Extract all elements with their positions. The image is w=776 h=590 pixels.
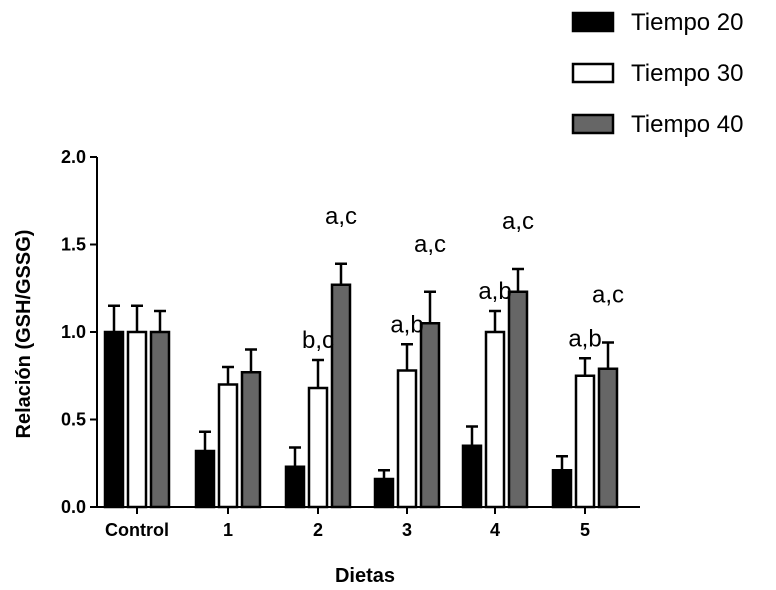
x-axis: Control 1 2 3 4 5 bbox=[97, 507, 640, 540]
significance-label: a,b bbox=[568, 325, 601, 352]
significance-label: b,c bbox=[302, 327, 334, 354]
legend-label: Tiempo 20 bbox=[631, 9, 744, 36]
bar bbox=[486, 332, 504, 507]
bar bbox=[463, 446, 481, 507]
y-axis-title: Relación (GSH/GSSG) bbox=[13, 230, 35, 439]
legend-label: Tiempo 30 bbox=[631, 60, 744, 87]
significance-label: a,c bbox=[592, 282, 624, 309]
x-tick-label: 2 bbox=[313, 520, 323, 540]
bar bbox=[196, 451, 214, 507]
bar bbox=[286, 467, 304, 507]
y-tick-label: 0.0 bbox=[61, 497, 86, 517]
bar bbox=[576, 376, 594, 507]
significance-label: a,b bbox=[478, 278, 511, 305]
legend-label: Tiempo 40 bbox=[631, 111, 744, 138]
bars bbox=[105, 264, 617, 507]
bar bbox=[553, 470, 571, 507]
x-tick-label: 3 bbox=[402, 520, 412, 540]
x-tick-label: 1 bbox=[223, 520, 233, 540]
bar bbox=[398, 371, 416, 508]
y-tick-label: 2.0 bbox=[61, 147, 86, 167]
legend-swatch bbox=[573, 115, 613, 133]
bar bbox=[219, 385, 237, 508]
y-tick-label: 0.5 bbox=[61, 410, 86, 430]
legend-swatch bbox=[573, 13, 613, 31]
significance-label: a,c bbox=[325, 203, 357, 230]
bar bbox=[309, 388, 327, 507]
bar bbox=[375, 479, 393, 507]
bar bbox=[421, 323, 439, 507]
legend: Tiempo 20 Tiempo 30 Tiempo 40 bbox=[573, 9, 744, 138]
legend-swatch bbox=[573, 64, 613, 82]
bar bbox=[128, 332, 146, 507]
bar bbox=[509, 292, 527, 507]
x-tick-label: 4 bbox=[490, 520, 500, 540]
y-axis: 0.0 0.5 1.0 1.5 2.0 bbox=[61, 147, 97, 517]
bar bbox=[151, 332, 169, 507]
x-axis-title: Dietas bbox=[335, 565, 395, 587]
y-tick-label: 1.5 bbox=[61, 235, 86, 255]
significance-label: a,c bbox=[502, 208, 534, 235]
significance-label: a,c bbox=[414, 231, 446, 258]
bar bbox=[599, 369, 617, 507]
significance-label: a,b bbox=[390, 311, 423, 338]
x-tick-label: Control bbox=[105, 520, 169, 540]
bar bbox=[242, 372, 260, 507]
bar bbox=[105, 332, 123, 507]
x-tick-label: 5 bbox=[580, 520, 590, 540]
y-tick-label: 1.0 bbox=[61, 322, 86, 342]
bar bbox=[332, 285, 350, 507]
